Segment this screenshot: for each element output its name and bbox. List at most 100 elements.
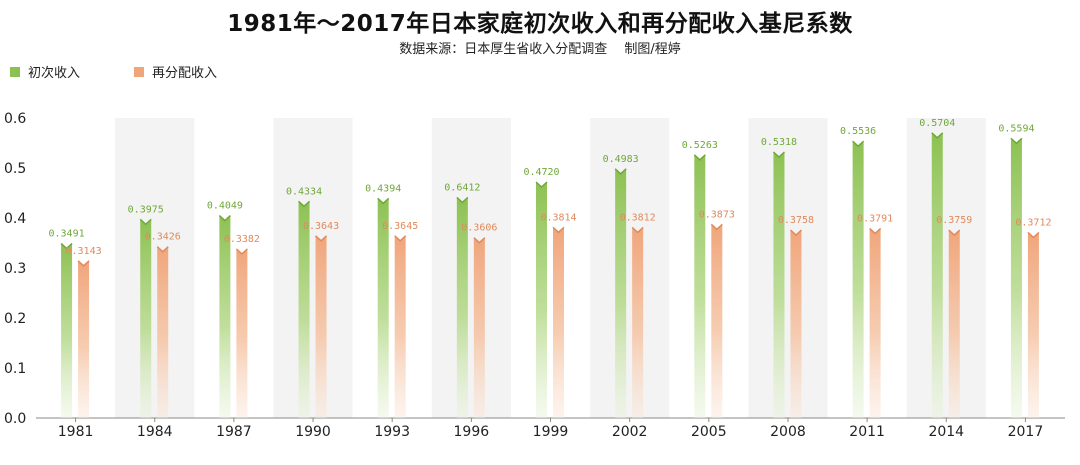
y-tick-label: 0.6 bbox=[4, 111, 26, 127]
data-label-primary: 0.5704 bbox=[919, 118, 955, 129]
axes: 0.0 0.1 0.2 0.3 0.4 0.5 0.6 1981 1984 1987 1990 199… bbox=[4, 111, 1065, 440]
bar-redistributed-income bbox=[315, 235, 327, 418]
chart-title: 1981年～2017年日本家庭初次收入和再分配收入基尼系数 bbox=[227, 11, 853, 37]
background-band bbox=[906, 118, 986, 418]
bar-redistributed-income bbox=[790, 230, 802, 418]
bar-primary-income bbox=[219, 215, 231, 418]
bar-cap bbox=[473, 237, 486, 244]
data-label-redistributed: 0.3812 bbox=[620, 212, 656, 223]
bar-primary-income bbox=[615, 168, 627, 418]
bar-cap bbox=[60, 242, 73, 250]
bar-cap bbox=[931, 132, 944, 139]
data-label-primary: 0.5318 bbox=[761, 137, 797, 148]
y-tick-label: 0.4 bbox=[4, 211, 26, 227]
legend-label-redistributed: 再分配收入 bbox=[152, 66, 218, 81]
bar-primary-income bbox=[61, 243, 73, 418]
y-tick-label: 0.3 bbox=[4, 261, 26, 277]
legend: 初次收入 再分配收入 bbox=[10, 62, 217, 81]
data-label-redistributed: 0.3643 bbox=[303, 221, 339, 232]
data-label-redistributed: 0.3645 bbox=[382, 221, 418, 232]
data-label-primary: 0.4334 bbox=[286, 186, 322, 197]
data-label-redistributed: 0.3712 bbox=[1015, 217, 1051, 228]
x-tick-label: 2017 bbox=[1008, 424, 1044, 440]
bar-redistributed-income bbox=[711, 224, 723, 418]
bar-primary-income bbox=[931, 132, 943, 419]
background-band bbox=[115, 118, 195, 418]
data-label-primary: 0.6412 bbox=[444, 182, 480, 193]
data-label-redistributed: 0.3426 bbox=[145, 232, 181, 243]
bar-cap bbox=[693, 154, 706, 161]
data-label-primary: 0.4983 bbox=[603, 154, 639, 165]
bar-cap bbox=[852, 140, 865, 148]
bar-cap bbox=[394, 235, 407, 242]
y-tick-label: 0.1 bbox=[4, 361, 26, 377]
background-band bbox=[748, 118, 828, 418]
bar-cap bbox=[315, 235, 328, 242]
data-label-redistributed: 0.3873 bbox=[699, 209, 735, 220]
data-label-primary: 0.4394 bbox=[365, 183, 401, 194]
data-label-primary: 0.4720 bbox=[523, 167, 559, 178]
x-tick-label: 2014 bbox=[928, 424, 964, 440]
x-tick-label: 1993 bbox=[374, 424, 410, 440]
bar-primary-income bbox=[773, 152, 785, 418]
bar-cap bbox=[377, 197, 390, 205]
bar-redistributed-income bbox=[869, 228, 881, 418]
data-label-primary: 0.5536 bbox=[840, 126, 876, 137]
x-tick-label: 1996 bbox=[454, 424, 490, 440]
bar-primary-income bbox=[694, 154, 706, 418]
bar-cap bbox=[77, 260, 90, 267]
bar-cap bbox=[789, 229, 802, 237]
data-label-redistributed: 0.3143 bbox=[66, 246, 102, 257]
legend-swatch-primary bbox=[10, 66, 20, 77]
bar-redistributed-income bbox=[157, 246, 169, 418]
data-label-redistributed: 0.3814 bbox=[540, 212, 576, 223]
bar-cap bbox=[710, 223, 723, 231]
data-label-redistributed: 0.3758 bbox=[778, 215, 814, 226]
bar-primary-income bbox=[456, 197, 468, 418]
x-tick-label: 1990 bbox=[295, 424, 331, 440]
background-band bbox=[590, 118, 670, 418]
bar-primary-income bbox=[377, 198, 389, 418]
data-label-redistributed: 0.3791 bbox=[857, 213, 893, 224]
y-tick-label: 0.2 bbox=[4, 311, 26, 327]
bar-redistributed-income bbox=[394, 235, 406, 418]
bar-redistributed-income bbox=[1027, 232, 1039, 418]
bar-redistributed-income bbox=[78, 260, 90, 418]
x-tick-label: 2008 bbox=[770, 424, 806, 440]
bar-primary-income bbox=[536, 182, 547, 418]
bar-cap bbox=[1027, 231, 1040, 239]
data-label-primary: 0.5263 bbox=[682, 140, 718, 151]
background-bands bbox=[115, 118, 986, 418]
bar-cap bbox=[948, 229, 961, 237]
data-label-primary: 0.3491 bbox=[49, 228, 85, 239]
data-label-primary: 0.5594 bbox=[998, 123, 1034, 134]
bar-cap bbox=[156, 246, 169, 253]
bar-redistributed-income bbox=[553, 227, 564, 418]
legend-label-primary: 初次收入 bbox=[28, 66, 81, 81]
bar-cap bbox=[235, 248, 248, 255]
y-tick-label: 0.0 bbox=[4, 411, 26, 427]
data-label-redistributed: 0.3759 bbox=[936, 215, 972, 226]
y-tick-label: 0.5 bbox=[4, 161, 26, 177]
bar-redistributed-income bbox=[473, 237, 485, 418]
bar-primary-income bbox=[298, 201, 310, 418]
bar-redistributed-income bbox=[632, 227, 644, 418]
x-tick-label: 2005 bbox=[691, 424, 727, 440]
data-label-primary: 0.4049 bbox=[207, 201, 243, 212]
bar-primary-income bbox=[852, 141, 864, 418]
data-label-redistributed: 0.3606 bbox=[461, 223, 497, 234]
data-label-primary: 0.3975 bbox=[128, 204, 164, 215]
x-tick-label: 1987 bbox=[216, 424, 252, 440]
bar-primary-income bbox=[140, 219, 152, 418]
x-tick-label: 1999 bbox=[533, 424, 569, 440]
bar-cap bbox=[614, 168, 627, 175]
data-label-redistributed: 0.3382 bbox=[224, 234, 260, 245]
bar-cap bbox=[869, 227, 882, 235]
bar-cap bbox=[552, 226, 565, 234]
bar-cap bbox=[535, 181, 548, 189]
legend-item-redistributed: 再分配收入 bbox=[134, 62, 217, 81]
bar-cap bbox=[218, 214, 231, 222]
legend-swatch-redistributed bbox=[134, 66, 145, 77]
